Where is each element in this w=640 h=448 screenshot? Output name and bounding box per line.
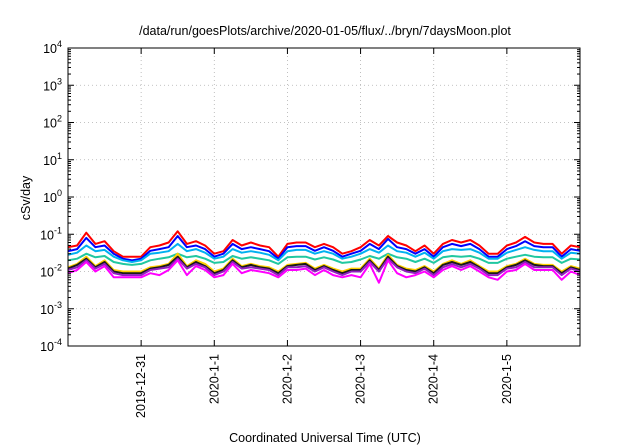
x-tick-label: 2020-1-5	[500, 354, 514, 404]
x-tick-label: 2020-1-2	[280, 354, 294, 404]
chart-title: /data/run/goesPlots/archive/2020-01-05/f…	[139, 24, 511, 38]
y-tick-label: 102	[43, 114, 62, 131]
x-tick-label: 2020-1-3	[354, 354, 368, 404]
y-tick-label: 100	[43, 188, 62, 205]
x-axis-title: Coordinated Universal Time (UTC)	[229, 431, 421, 445]
y-tick-label: 10-2	[40, 263, 62, 280]
x-tick-label: 2019-12-31	[134, 354, 148, 418]
series-line-8	[67, 259, 581, 284]
x-tick-labels: 2019-12-31 2020-1-1 2020-1-2 2020-1-3 2020-1…	[134, 354, 514, 418]
series-line-7	[67, 257, 581, 277]
x-tick-label: 2020-1-1	[207, 354, 221, 404]
y-tick-label: 101	[43, 151, 62, 168]
x-tick-label: 2020-1-4	[427, 354, 441, 404]
series-line-4	[67, 252, 581, 266]
grid-lines	[68, 48, 580, 346]
y-tick-label: 103	[43, 76, 62, 93]
y-axis-title: cSv/day	[19, 175, 33, 220]
y-tick-label: 10-3	[40, 300, 62, 317]
y-tick-label: 104	[43, 39, 62, 56]
series-line-5	[67, 252, 581, 273]
series-lines	[67, 230, 581, 284]
series-line-1	[67, 230, 581, 258]
y-tick-label: 10-4	[40, 337, 62, 354]
series-line-3	[67, 242, 581, 263]
y-tick-label: 10-1	[40, 225, 62, 242]
series-line-2	[67, 235, 581, 262]
tick-marks	[68, 47, 580, 347]
y-tick-labels: 10-4 10-3 10-2 10-1 100 101 102 103 104	[40, 39, 62, 354]
series-line-6	[67, 255, 581, 275]
